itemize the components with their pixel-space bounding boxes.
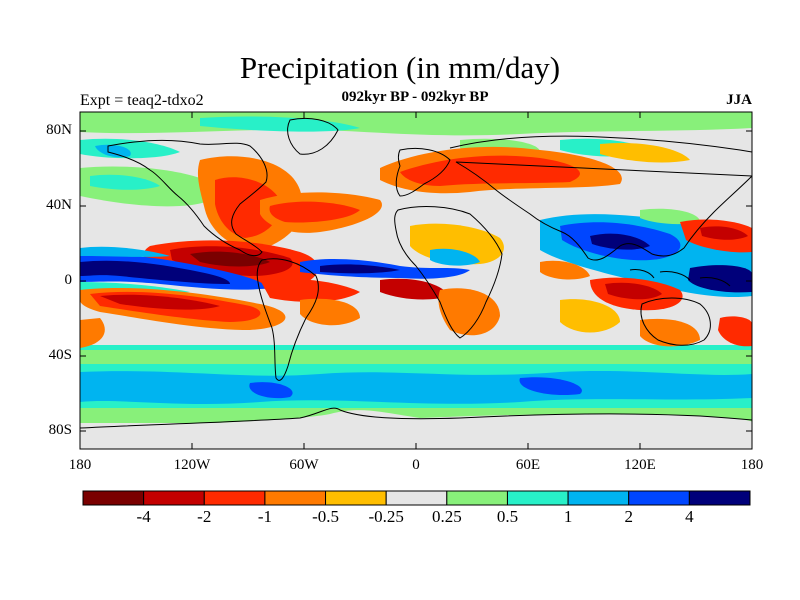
season-label: JJA	[726, 92, 752, 108]
greenland-coast	[287, 117, 339, 155]
colorbar-swatch	[385, 490, 448, 506]
lat-label-40s: 40S	[48, 347, 72, 363]
colorbar-label: 2	[624, 507, 633, 526]
colorbar-swatch	[264, 490, 327, 506]
colorbar-swatch	[325, 490, 387, 506]
colorbar-swatch	[628, 490, 690, 506]
antarctica	[80, 410, 752, 449]
colorbar-label: 0.25	[431, 507, 462, 526]
south-america-coast	[256, 258, 319, 381]
africa-coast	[394, 206, 503, 339]
colorbar-label: -0.25	[368, 507, 404, 526]
colorbar-swatch	[567, 490, 630, 506]
colorbar-label: 4	[685, 507, 694, 526]
lat-label-0: 0	[64, 272, 73, 288]
precip-field	[80, 112, 752, 449]
colorbar-label: -0.5	[312, 507, 339, 526]
map-title: Precipitation (in mm/day)	[239, 50, 561, 85]
indonesia-coast	[629, 269, 731, 287]
lat-label-80n: 80N	[46, 122, 72, 138]
colorbar	[82, 490, 751, 506]
colorbar-label: -4	[136, 507, 151, 526]
lon-label-180e: 180	[740, 457, 764, 473]
lon-ticks	[191, 112, 641, 449]
colorbar-swatch	[688, 490, 751, 506]
lon-label-60w: 60W	[289, 457, 319, 473]
experiment-label: Expt = teaq2-tdxo2	[80, 92, 204, 109]
lat-label-40n: 40N	[46, 197, 72, 213]
colorbar-label: 1	[563, 507, 573, 526]
colorbar-label: -1	[257, 507, 272, 526]
period-label: 092kyr BP - 092kyr BP	[341, 89, 489, 105]
colorbar-swatch	[143, 490, 205, 506]
colorbar-swatch	[203, 490, 266, 506]
lat-label-80s: 80S	[48, 422, 72, 438]
asia-coast	[449, 135, 752, 261]
lon-label-60e: 60E	[515, 457, 541, 473]
north-america-coast	[107, 139, 268, 257]
lon-label-180w: 180	[68, 457, 92, 473]
australia-coast	[640, 297, 711, 346]
europe-coast	[395, 147, 451, 197]
coastlines	[80, 117, 752, 429]
lat-ticks	[80, 130, 752, 432]
lon-label-0: 0	[412, 457, 420, 473]
lon-label-120e: 120E	[624, 457, 656, 473]
antarctica-coast	[80, 407, 752, 429]
colorbar-swatch	[82, 490, 145, 506]
colorbar-label: -2	[197, 507, 212, 526]
colorbar-swatch	[506, 490, 569, 506]
lon-label-120w: 120W	[173, 457, 211, 473]
colorbar-swatch	[446, 490, 508, 506]
colorbar-label: 0.5	[496, 507, 519, 526]
